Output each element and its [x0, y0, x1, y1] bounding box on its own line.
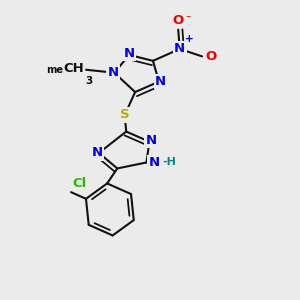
Text: O: O: [172, 14, 184, 27]
Text: N: N: [92, 146, 103, 160]
Text: N: N: [148, 156, 159, 169]
Text: 3: 3: [85, 76, 92, 86]
Text: N: N: [155, 75, 166, 88]
Text: methyl: methyl: [46, 65, 85, 75]
Text: N: N: [174, 42, 185, 56]
Text: N: N: [107, 66, 118, 79]
Text: -H: -H: [163, 158, 176, 167]
Text: CH: CH: [64, 62, 85, 75]
Text: N: N: [145, 134, 157, 147]
Text: O: O: [205, 50, 216, 63]
Text: Cl: Cl: [72, 177, 86, 190]
Text: ⁻: ⁻: [186, 14, 191, 24]
Text: N: N: [124, 47, 135, 60]
Text: +: +: [185, 34, 194, 44]
Text: S: S: [120, 108, 130, 122]
